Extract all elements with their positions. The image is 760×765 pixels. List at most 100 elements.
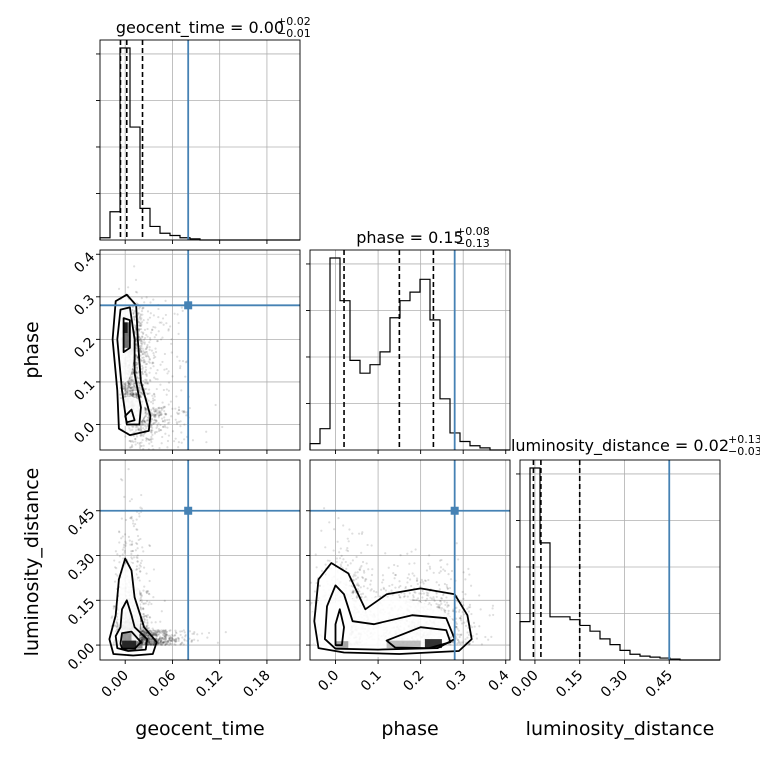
- panel-geocent-time-vs-phase-sample-1550: [142, 332, 144, 334]
- panel-geocent-time-vs-phase-sample-1221: [158, 428, 160, 430]
- panel-geocent-time-vs-phase-sample-1283: [154, 348, 156, 350]
- panel-geocent-time-vs-luminosity-distance-sample-299: [148, 601, 150, 603]
- panel-geocent-time-vs-phase-sample-1637: [150, 432, 152, 434]
- panel-geocent-time-vs-phase-sample-580: [175, 419, 177, 421]
- panel-phase-vs-luminosity-distance-sample-618: [345, 561, 347, 563]
- panel-geocent-time-vs-phase-sample-1328: [143, 339, 145, 341]
- panel-phase-vs-luminosity-distance-sample-1412: [426, 569, 428, 571]
- panel-geocent-time-vs-luminosity-distance-sample-1670: [136, 565, 138, 567]
- panel-geocent-time-vs-phase-sample-1647: [136, 367, 138, 369]
- panel-phase-vs-luminosity-distance-sample-900: [421, 579, 423, 581]
- panel-geocent-time-vs-phase-sample-481: [146, 393, 148, 395]
- panel-phase-vs-luminosity-distance-sample-166: [468, 573, 470, 575]
- panel-geocent-time-vs-luminosity-distance-sample-1147: [150, 603, 152, 605]
- panel-phase-vs-luminosity-distance-sample-544: [347, 564, 349, 566]
- panel-geocent-time-vs-luminosity-distance-sample-974: [175, 632, 177, 634]
- panel-phase-vs-luminosity-distance-sample-463: [481, 643, 483, 645]
- panel-phase-vs-luminosity-distance-sample-892: [449, 643, 451, 645]
- panel-geocent-time-vs-phase-sample-106: [180, 389, 182, 391]
- panel-geocent-time-vs-luminosity-distance-truth-marker: [184, 507, 192, 515]
- panel-geocent-time-vs-phase-sample-533: [152, 352, 154, 354]
- panel-geocent-time-vs-luminosity-distance-sample-1256: [123, 546, 125, 548]
- panel-geocent-time-vs-luminosity-distance-sample-1379: [169, 635, 171, 637]
- panel-geocent-time-vs-luminosity-distance-sample-1536: [116, 622, 118, 624]
- panel-geocent-time-vs-phase-sample-167: [150, 436, 152, 438]
- panel-geocent-time-vs-phase-sample-1262: [178, 406, 180, 408]
- panel-geocent-time-vs-phase-sample-1576: [130, 446, 132, 448]
- panel-phase-vs-luminosity-distance-sample-1355: [448, 610, 450, 612]
- panel-phase-vs-luminosity-distance-sample-1294: [394, 577, 396, 579]
- panel-phase-vs-luminosity-distance-sample-325: [362, 577, 364, 579]
- panel-geocent-time-vs-phase-sample-1547: [192, 439, 194, 441]
- panel-geocent-time-vs-luminosity-distance-sample-1059: [142, 550, 144, 552]
- panel-geocent-time-vs-phase-sample-824: [142, 307, 144, 309]
- panel-geocent-time-vs-phase-sample-1232: [153, 422, 155, 424]
- panel-phase-vs-luminosity-distance-sample-526: [445, 596, 447, 598]
- panel-geocent-time-vs-luminosity-distance-sample-1191: [111, 617, 113, 619]
- panel-geocent-time-vs-luminosity-distance-sample-652: [131, 498, 133, 500]
- panel-phase-vs-luminosity-distance-sample-79: [429, 568, 431, 570]
- panel-geocent-time-vs-phase-sample-984: [184, 411, 186, 413]
- panel-geocent-time-vs-phase-samples: [115, 265, 223, 512]
- panel-geocent-time-vs-luminosity-distance-sample-1526: [145, 590, 147, 592]
- hist-luminosity-distance-ticklabel-x-0: 0.00: [508, 668, 541, 701]
- panel-geocent-time-vs-phase-ticklabel-y-4: 0.4: [71, 249, 98, 276]
- panel-geocent-time-vs-phase-sample-905: [181, 442, 183, 444]
- panel-geocent-time-vs-phase-sample-362: [174, 408, 176, 410]
- panel-phase-vs-luminosity-distance-sample-716: [320, 530, 322, 532]
- panel-phase-vs-luminosity-distance-sample-162: [487, 639, 489, 641]
- panel-phase-vs-luminosity-distance-sample-173: [306, 627, 308, 629]
- panel-geocent-time-vs-phase-sample-519: [158, 447, 160, 449]
- panel-geocent-time-vs-phase-sample-1033: [139, 430, 141, 432]
- panel-geocent-time-vs-luminosity-distance-ticklabel-x-2: 0.12: [193, 668, 226, 701]
- panel-phase-vs-luminosity-distance-sample-299: [459, 636, 461, 638]
- panel-phase-vs-luminosity-distance-sample-1282: [340, 547, 342, 549]
- panel-phase-vs-luminosity-distance-sample-926: [448, 604, 450, 606]
- panel-phase-vs-luminosity-distance-sample-972: [467, 568, 469, 570]
- panel-geocent-time-vs-phase-sample-1412: [168, 390, 170, 392]
- panel-phase-vs-luminosity-distance-sample-992: [382, 579, 384, 581]
- panel-phase-vs-luminosity-distance-sample-1329: [436, 581, 438, 583]
- panel-geocent-time-vs-phase-sample-1090: [154, 395, 156, 397]
- panel-phase-vs-luminosity-distance-sample-1308: [406, 553, 408, 555]
- panel-phase-vs-luminosity-distance-sample-1423: [366, 544, 368, 546]
- panel-geocent-time-vs-phase-sample-970: [179, 360, 181, 362]
- panel-geocent-time-vs-phase-ticklabel-y-2: 0.2: [71, 334, 98, 361]
- panel-phase-vs-luminosity-distance-sample-650: [373, 590, 375, 592]
- panel-geocent-time-vs-luminosity-distance-sample-1436: [136, 560, 138, 562]
- panel-geocent-time-vs-phase-sample-1040: [141, 369, 143, 371]
- hist-phase-step: [310, 258, 510, 450]
- panel-geocent-time-vs-luminosity-distance-sample-1171: [155, 621, 157, 623]
- panel-phase-vs-luminosity-distance-sample-915: [446, 602, 448, 604]
- panel-geocent-time-vs-phase-sample-54: [184, 376, 186, 378]
- panel-geocent-time-vs-luminosity-distance-sample-1449: [169, 629, 171, 631]
- panel-phase-vs-luminosity-distance-sample-1251: [462, 598, 464, 600]
- panel-phase-vs-luminosity-distance-sample-858: [371, 574, 373, 576]
- panel-phase-vs-luminosity-distance-sample-260: [384, 552, 386, 554]
- panel-geocent-time-vs-phase-ticklabel-y-0: 0.0: [71, 420, 98, 447]
- panel-geocent-time-vs-phase-sample-540: [134, 438, 136, 440]
- panel-geocent-time-vs-phase-sample-1672: [163, 410, 165, 412]
- panel-geocent-time-vs-luminosity-distance-sample-1307: [206, 637, 208, 639]
- panel-phase-vs-luminosity-distance-sample-1145: [340, 563, 342, 565]
- panel-geocent-time-vs-phase-sample-1344: [158, 415, 160, 417]
- panel-phase-vs-luminosity-distance-sample-327: [459, 609, 461, 611]
- panel-phase-vs-luminosity-distance-sample-1293: [399, 585, 401, 587]
- panel-geocent-time-vs-luminosity-distance-sample-1339: [143, 586, 145, 588]
- panel-geocent-time-vs-luminosity-distance-sample-1633: [175, 638, 177, 640]
- panel-phase-vs-luminosity-distance-sample-805: [438, 584, 440, 586]
- panel-phase-vs-luminosity-distance-sample-507: [455, 607, 457, 609]
- panel-geocent-time-vs-phase-sample-376: [168, 370, 170, 372]
- panel-geocent-time-vs-phase-sample-1418: [155, 372, 157, 374]
- panel-geocent-time-vs-luminosity-distance-sample-978: [174, 644, 176, 646]
- panel-geocent-time-vs-phase-sample-1536: [142, 435, 144, 437]
- panel-phase-vs-luminosity-distance-sample-1075: [358, 584, 360, 586]
- panel-phase-vs-luminosity-distance-sample-1238: [463, 622, 465, 624]
- panel-geocent-time-vs-phase-sample-1587: [160, 322, 162, 324]
- panel-geocent-time-vs-luminosity-distance-sample-888: [138, 515, 140, 517]
- panel-geocent-time-vs-phase-sample-801: [130, 474, 132, 476]
- panel-phase-vs-luminosity-distance-sample-9: [474, 625, 476, 627]
- panel-phase-vs-luminosity-distance-sample-353: [360, 565, 362, 567]
- panel-phase-vs-luminosity-distance-sample-1263: [444, 604, 446, 606]
- panel-geocent-time-vs-phase-sample-1173: [146, 373, 148, 375]
